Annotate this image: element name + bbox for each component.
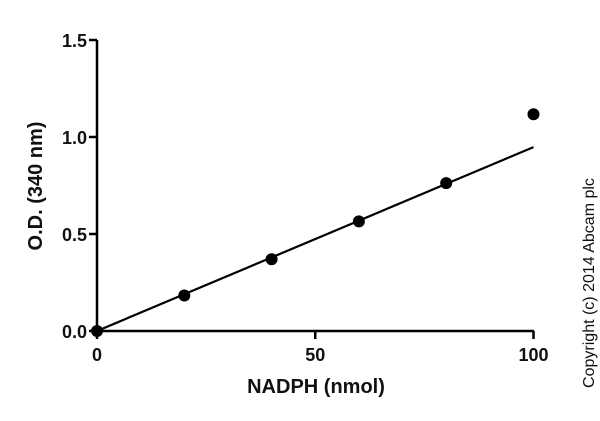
y-tick-label: 0.0 <box>62 322 87 342</box>
data-point <box>178 289 191 302</box>
axes <box>95 40 534 333</box>
x-tick-label: 0 <box>92 345 102 365</box>
fit-line <box>96 146 534 333</box>
y-tick-label: 1.0 <box>62 128 87 148</box>
copyright: Copyright (c) 2014 Abcam plc <box>581 178 598 388</box>
x-tick-label: 100 <box>518 345 548 365</box>
data-point <box>352 215 365 228</box>
data-point <box>527 108 540 121</box>
y-tick-label: 0.5 <box>62 225 87 245</box>
x-tick-label: 50 <box>305 345 325 365</box>
data-point <box>91 325 103 337</box>
y-axis-label: O.D. (340 nm) <box>25 122 47 251</box>
x-axis-label: NADPH (nmol) <box>247 376 385 398</box>
y-tick-label: 1.5 <box>62 31 87 51</box>
data-point <box>265 253 278 266</box>
data-point <box>440 177 453 190</box>
